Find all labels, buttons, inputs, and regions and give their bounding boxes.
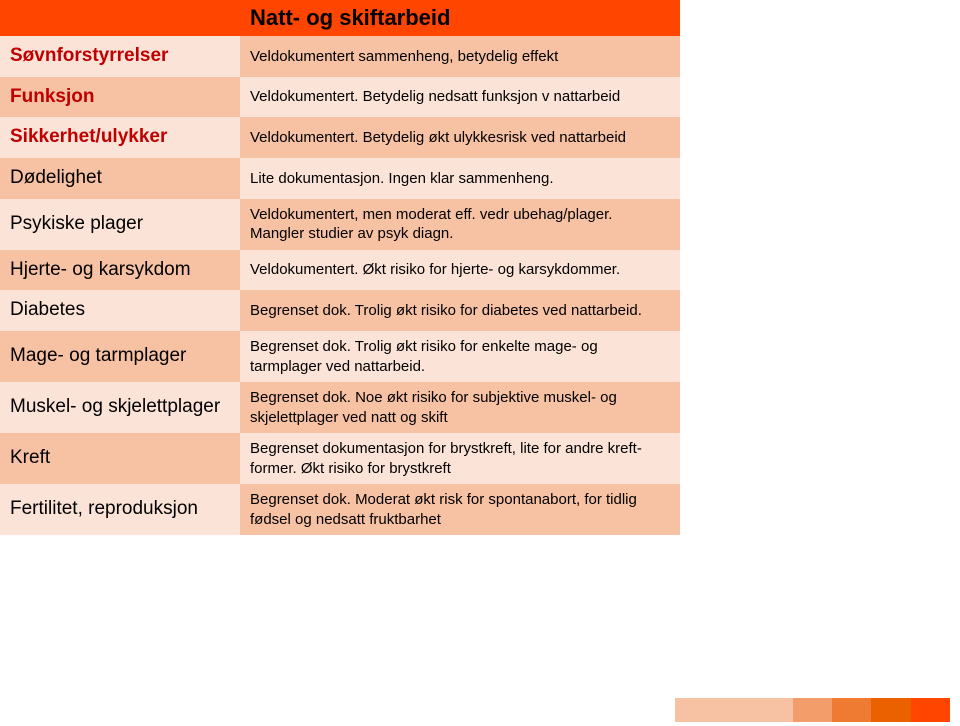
footer-swatch: [675, 698, 714, 722]
row-description: Begrenset dok. Moderat økt risk for spon…: [240, 484, 680, 535]
row-label: Dødelighet: [0, 158, 240, 199]
row-description: Veldokumentert. Betydelig nedsatt funksj…: [240, 77, 680, 118]
row-description: Lite dokumentasjon. Ingen klar sammenhen…: [240, 158, 680, 199]
row-label: Fertilitet, reproduksjon: [0, 484, 240, 535]
row-description: Begrenset dok. Noe økt risiko for subjek…: [240, 382, 680, 433]
row-description: Begrenset dok. Trolig økt risiko for enk…: [240, 331, 680, 382]
row-label: Muskel- og skjelettplager: [0, 382, 240, 433]
effects-table: Natt- og skiftarbeid SøvnforstyrrelserVe…: [0, 0, 680, 535]
footer-color-bar: [675, 698, 950, 722]
row-description: Veldokumentert sammenheng, betydelig eff…: [240, 36, 680, 77]
row-description: Begrenset dok. Trolig økt risiko for dia…: [240, 290, 680, 331]
row-label: Hjerte- og karsykdom: [0, 250, 240, 291]
footer-swatch: [871, 698, 910, 722]
footer-swatch: [911, 698, 950, 722]
row-description: Begrenset dokumentasjon for brystkreft, …: [240, 433, 680, 484]
row-description: Veldokumentert. Økt risiko for hjerte- o…: [240, 250, 680, 291]
header-title: Natt- og skiftarbeid: [240, 0, 680, 36]
row-label: Kreft: [0, 433, 240, 484]
row-label: Funksjon: [0, 77, 240, 118]
footer-swatch: [714, 698, 753, 722]
row-label: Diabetes: [0, 290, 240, 331]
row-label: Mage- og tarmplager: [0, 331, 240, 382]
footer-swatch: [793, 698, 832, 722]
header-left-empty: [0, 0, 240, 36]
footer-swatch: [832, 698, 871, 722]
row-label: Sikkerhet/ulykker: [0, 117, 240, 158]
footer-swatch: [754, 698, 793, 722]
row-description: Veldokumentert, men moderat eff. vedr ub…: [240, 199, 680, 250]
row-description: Veldokumentert. Betydelig økt ulykkesris…: [240, 117, 680, 158]
row-label: Søvnforstyrrelser: [0, 36, 240, 77]
row-label: Psykiske plager: [0, 199, 240, 250]
